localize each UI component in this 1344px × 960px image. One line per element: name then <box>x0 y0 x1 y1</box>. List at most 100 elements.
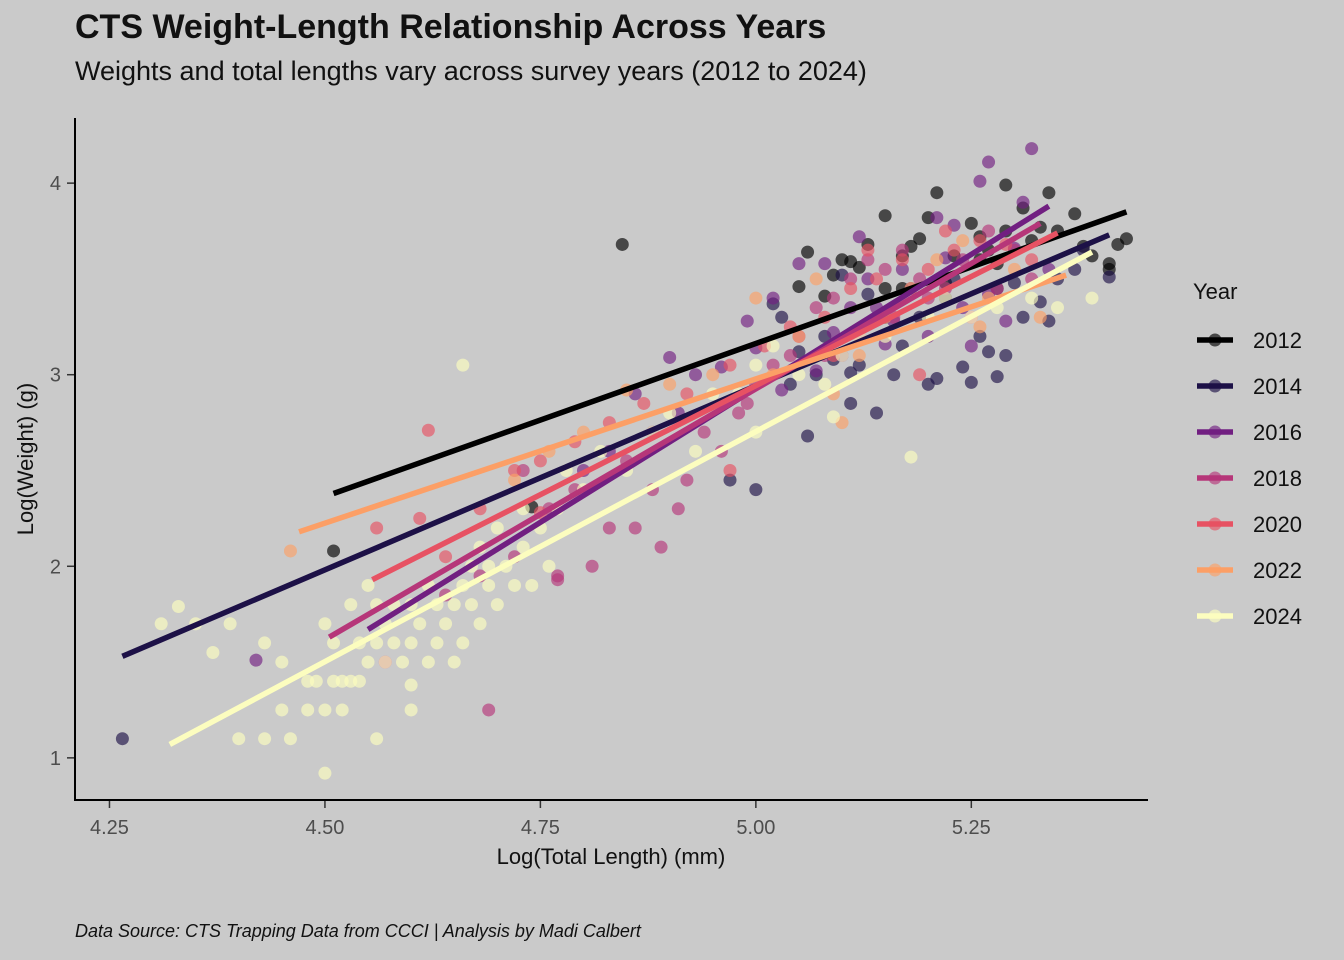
data-point-2024 <box>456 636 470 650</box>
legend-key-point <box>1208 379 1222 393</box>
data-point-2014 <box>1102 270 1116 284</box>
data-point-2018 <box>697 425 711 439</box>
data-point-2012 <box>999 178 1013 192</box>
data-point-2024 <box>361 578 375 592</box>
data-point-2018 <box>671 502 685 516</box>
data-point-2016 <box>792 257 806 271</box>
data-point-2012 <box>878 209 892 223</box>
data-point-2014 <box>990 370 1004 384</box>
data-point-2014 <box>964 375 978 389</box>
data-point-2014 <box>861 287 875 301</box>
data-point-2020 <box>723 463 737 477</box>
data-point-2018 <box>628 521 642 535</box>
data-point-2016 <box>999 314 1013 328</box>
data-point-2012 <box>792 280 806 294</box>
legend-label: 2024 <box>1253 604 1302 629</box>
data-point-2012 <box>801 245 815 259</box>
data-point-2024 <box>1051 301 1065 315</box>
data-point-2014 <box>775 310 789 324</box>
legend-item-2018: 2018 <box>1197 466 1302 491</box>
data-point-2024 <box>404 678 418 692</box>
legend: Year 2012 2014 2016 2018 2020 2022 2024 <box>1193 279 1302 629</box>
data-point-2024 <box>378 655 392 669</box>
data-point-2024 <box>1085 291 1099 305</box>
data-point-2024 <box>283 732 297 746</box>
data-point-2024 <box>904 450 918 464</box>
x-tick-label: 5.00 <box>736 817 775 839</box>
data-point-2012 <box>930 186 944 200</box>
data-point-2024 <box>404 636 418 650</box>
data-point-2024 <box>370 636 384 650</box>
data-point-2016 <box>740 314 754 328</box>
data-point-2022 <box>1033 310 1047 324</box>
data-point-2024 <box>258 732 272 746</box>
legend-key-point <box>1208 563 1222 577</box>
data-point-2018 <box>844 272 858 286</box>
chart-caption: Data Source: CTS Trapping Data from CCCI… <box>75 921 641 941</box>
data-point-2024 <box>154 617 168 631</box>
axes-layer: 4.25 4.50 4.75 5.00 5.25 1 2 3 4 Log(Total Leng… <box>13 118 1148 869</box>
data-point-2024 <box>335 703 349 717</box>
data-point-2024 <box>689 444 703 458</box>
data-point-2018 <box>551 573 565 587</box>
data-point-2024 <box>344 598 358 612</box>
data-point-2016 <box>930 211 944 225</box>
legend-label: 2012 <box>1253 328 1302 353</box>
data-point-2020 <box>861 243 875 257</box>
data-point-2022 <box>956 234 970 248</box>
data-point-2024 <box>404 703 418 717</box>
data-point-2024 <box>206 645 220 659</box>
legend-label: 2020 <box>1253 512 1302 537</box>
x-tick-label: 4.75 <box>521 817 560 839</box>
legend-item-2020: 2020 <box>1197 512 1302 537</box>
data-point-2022 <box>973 320 987 334</box>
data-point-2020 <box>844 282 858 295</box>
data-point-2016 <box>1025 142 1039 156</box>
data-point-2014 <box>801 429 815 443</box>
data-point-2022 <box>852 349 866 363</box>
data-point-2012 <box>615 237 629 251</box>
data-point-2012 <box>964 216 978 230</box>
data-point-2024 <box>301 703 315 717</box>
data-point-2012 <box>844 255 858 269</box>
data-point-2024 <box>766 339 780 353</box>
data-point-2018 <box>809 301 823 315</box>
data-point-2024 <box>482 578 496 592</box>
data-point-2012 <box>1042 186 1056 200</box>
data-point-2024 <box>439 617 453 631</box>
data-point-2018 <box>878 262 892 276</box>
fit-line-2024 <box>168 249 1094 747</box>
y-axis-label: Log(Weight) (g) <box>13 383 38 535</box>
points-layer <box>115 142 1133 780</box>
data-point-2020 <box>533 454 547 468</box>
data-point-2018 <box>826 291 840 305</box>
data-point-2020 <box>439 550 453 564</box>
data-point-2018 <box>740 396 754 410</box>
data-point-2016 <box>852 230 866 244</box>
data-point-2022 <box>706 368 720 382</box>
legend-item-2024: 2024 <box>1197 604 1302 629</box>
data-point-2024 <box>361 655 375 669</box>
data-point-2020 <box>938 224 952 238</box>
legend-key-point <box>1208 333 1222 347</box>
data-point-2018 <box>861 253 875 267</box>
data-point-2024 <box>258 636 272 650</box>
legend-title: Year <box>1193 279 1237 304</box>
fit-line-2014 <box>121 232 1111 659</box>
data-point-2018 <box>732 406 746 420</box>
data-point-2020 <box>508 463 522 477</box>
data-point-2024 <box>826 410 840 424</box>
legend-label: 2014 <box>1253 374 1302 399</box>
y-tick-label: 3 <box>50 365 61 387</box>
data-point-2024 <box>818 377 832 391</box>
data-point-2024 <box>430 636 444 650</box>
data-point-2014 <box>115 732 129 746</box>
data-point-2016 <box>895 262 909 276</box>
data-point-2024 <box>456 358 470 372</box>
data-point-2014 <box>1016 310 1030 324</box>
legend-item-2014: 2014 <box>1197 374 1302 399</box>
data-point-2016 <box>809 364 823 378</box>
data-point-2020 <box>870 272 884 286</box>
data-point-2024 <box>473 617 487 631</box>
data-point-2020 <box>921 262 935 276</box>
